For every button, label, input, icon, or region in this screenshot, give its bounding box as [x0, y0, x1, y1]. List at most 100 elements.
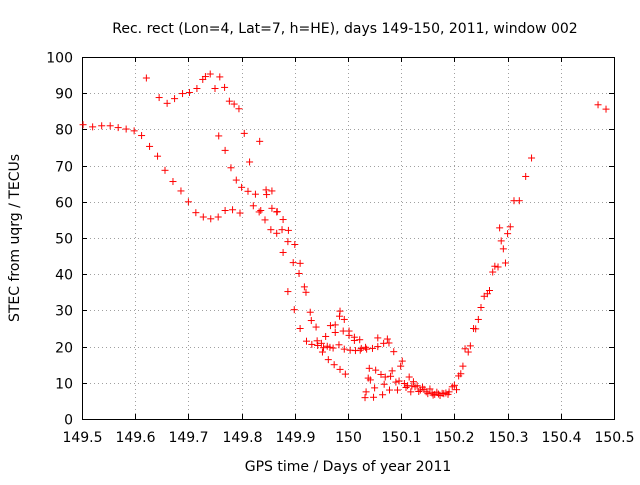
data-point [221, 206, 229, 214]
data-point [426, 385, 434, 393]
grid [82, 57, 614, 419]
data-point [381, 373, 389, 381]
data-point [106, 122, 114, 130]
data-point [361, 394, 369, 402]
y-tick-label: 80 [55, 123, 73, 139]
data-point [171, 95, 179, 103]
chart-title: Rec. rect (Lon=4, Lat=7, h=HE), days 149… [112, 21, 577, 37]
data-point [261, 216, 269, 224]
data-point [225, 97, 233, 105]
data-point [459, 362, 467, 370]
data-point [249, 202, 257, 210]
data-point [336, 307, 344, 315]
data-point [246, 158, 254, 166]
plot-frame [82, 57, 615, 420]
data-point [392, 378, 400, 386]
data-point [307, 317, 315, 325]
data-point [326, 343, 334, 351]
data-point [457, 370, 465, 378]
data-point [429, 391, 437, 399]
y-tick-label: 40 [55, 268, 73, 284]
data-point [215, 132, 223, 140]
x-tick-labels: 149.5 149.6 149.7 149.8 149.9 150 150.1 150.2 15… [62, 430, 634, 446]
data-point [387, 372, 395, 380]
data-point [372, 366, 380, 374]
data-point [169, 178, 177, 186]
data-point [356, 336, 364, 344]
data-point [284, 238, 292, 246]
data-point [179, 90, 187, 98]
data-point [357, 344, 365, 352]
data-point [409, 378, 417, 386]
data-point [177, 187, 185, 195]
data-point [278, 226, 286, 234]
data-point [522, 172, 530, 180]
data-point [464, 348, 472, 356]
data-point [184, 198, 192, 206]
data-point [374, 334, 382, 342]
data-point [322, 332, 330, 340]
data-point [413, 382, 421, 390]
data-point [496, 224, 504, 232]
data-point [257, 206, 265, 214]
data-point [240, 129, 248, 137]
data-point [331, 321, 339, 329]
data-point [289, 259, 297, 267]
y-tick-label: 0 [64, 413, 73, 429]
data-point [255, 208, 263, 216]
data-point [263, 191, 271, 199]
data-point [489, 268, 497, 276]
data-point [279, 216, 287, 224]
data-point [497, 237, 505, 245]
y-tick-label: 60 [55, 196, 73, 212]
data-point [368, 344, 376, 352]
data-point [89, 123, 97, 131]
data-point [284, 226, 292, 234]
data-point [192, 209, 200, 217]
data-point [262, 186, 270, 194]
data-point [227, 164, 235, 172]
data-point [273, 208, 281, 216]
data-point [433, 388, 441, 396]
data-point [155, 94, 163, 102]
data-point [154, 152, 162, 160]
data-point [331, 328, 339, 336]
data-point [214, 213, 222, 221]
data-point [326, 322, 334, 330]
data-point [363, 345, 371, 353]
data-point [161, 166, 169, 174]
data-point [504, 230, 512, 238]
x-tick-label: 149.7 [168, 430, 208, 446]
data-point [362, 388, 370, 396]
data-point [201, 73, 209, 81]
data-point [79, 121, 87, 129]
data-point [339, 327, 347, 335]
data-point [380, 380, 388, 388]
data-point [238, 183, 246, 191]
data-point [461, 345, 469, 353]
data-point [501, 259, 509, 267]
data-point [300, 283, 308, 291]
data-point [335, 312, 343, 320]
data-point [256, 137, 264, 145]
data-point [235, 105, 243, 113]
x-tick-label: 150.1 [381, 430, 421, 446]
data-point [229, 206, 237, 214]
data-point [163, 99, 171, 107]
data-point [405, 373, 413, 381]
data-point [268, 204, 276, 212]
data-point [230, 100, 238, 108]
data-point [312, 323, 320, 331]
data-point [424, 390, 432, 398]
data-point [390, 348, 398, 356]
data-point [138, 132, 146, 140]
data-point [350, 333, 358, 341]
data-point [290, 306, 298, 314]
data-point [371, 384, 379, 392]
data-point [340, 345, 348, 353]
x-tick-label: 150.3 [488, 430, 528, 446]
data-point [320, 344, 328, 352]
y-tick-label: 20 [55, 341, 73, 357]
data-point [306, 308, 314, 316]
